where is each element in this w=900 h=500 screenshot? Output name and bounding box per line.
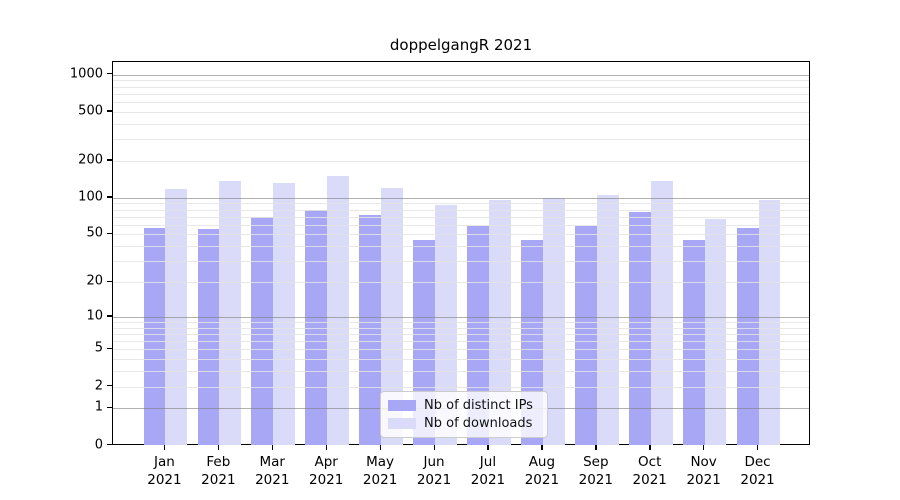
bar-downloads [327, 176, 349, 446]
bar-downloads [435, 204, 457, 446]
legend-swatch-downloads [388, 418, 416, 429]
x-tick-label: Feb 2021 [201, 453, 236, 488]
bar-downloads [381, 187, 403, 446]
x-tick [217, 444, 220, 450]
bar-distinct-ips [467, 225, 489, 446]
x-tick [541, 444, 543, 450]
x-tick-label: Jan 2021 [147, 453, 182, 488]
bar-downloads [650, 180, 673, 446]
bar-distinct-ips [143, 227, 166, 446]
x-tick [757, 444, 759, 450]
chart-title: doppelgangR 2021 [389, 36, 533, 54]
y-tick-label: 1 [94, 399, 103, 415]
bar-distinct-ips [251, 217, 274, 446]
y-tick-label: 10 [86, 308, 103, 324]
y-tick [107, 232, 112, 235]
x-tick-label: Jun 2021 [416, 453, 452, 488]
bar-downloads [219, 181, 242, 446]
y-tick-label: 1000 [69, 66, 103, 82]
x-tick-label: Dec 2021 [740, 453, 775, 488]
y-tick [107, 73, 112, 75]
bar-distinct-ips [197, 229, 220, 446]
x-tick [595, 444, 597, 450]
x-tick-label: Jul 2021 [470, 453, 506, 488]
y-tick [107, 159, 112, 161]
plot-area [112, 61, 810, 446]
bar-distinct-ips [682, 239, 705, 446]
y-tick-label: 500 [78, 103, 103, 119]
y-tick [107, 280, 112, 282]
legend-row-distinct-ips: Nb of distinct IPs [388, 398, 540, 413]
y-tick-label: 0 [94, 437, 103, 452]
chart-legend: Nb of distinct IPs Nb of downloads [380, 391, 548, 438]
x-tick-label: Mar 2021 [255, 453, 290, 488]
x-tick [433, 444, 435, 450]
x-tick [163, 444, 166, 450]
y-tick [107, 347, 112, 350]
y-tick-label: 2 [94, 378, 103, 394]
x-tick [379, 444, 381, 450]
bar-downloads [758, 200, 781, 446]
x-tick-label: May 2021 [362, 453, 398, 488]
x-tick-label: Nov 2021 [686, 453, 721, 488]
x-tick-label: Apr 2021 [309, 453, 344, 488]
legend-swatch-distinct-ips [388, 400, 416, 411]
x-tick [487, 444, 489, 450]
bar-downloads [542, 197, 565, 446]
y-tick-label: 5 [94, 340, 103, 356]
bar-downloads [704, 219, 727, 446]
bar-distinct-ips [628, 212, 651, 446]
bars-layer [113, 62, 809, 446]
bar-distinct-ips [305, 210, 328, 446]
y-tick [107, 315, 112, 317]
y-tick-label: 100 [78, 189, 103, 205]
y-tick [107, 110, 112, 112]
x-tick [703, 444, 705, 450]
y-tick-label: 20 [86, 273, 103, 289]
bar-downloads [273, 182, 296, 446]
bar-downloads [165, 188, 188, 446]
y-tick-label: 50 [86, 225, 103, 241]
bar-distinct-ips [736, 228, 759, 446]
y-tick [107, 406, 112, 409]
x-tick [325, 444, 327, 450]
x-tick [271, 444, 274, 450]
x-tick [649, 444, 651, 450]
x-tick-label: Sep 2021 [578, 453, 613, 488]
legend-label-downloads: Nb of downloads [424, 416, 533, 431]
legend-label-distinct-ips: Nb of distinct IPs [424, 398, 533, 413]
y-tick-label: 200 [78, 152, 103, 168]
x-tick-label: Oct 2021 [632, 453, 667, 488]
y-tick [107, 444, 112, 446]
y-tick [107, 385, 112, 387]
bar-downloads [596, 194, 619, 446]
bar-distinct-ips [359, 215, 382, 446]
bar-distinct-ips [575, 225, 597, 446]
legend-row-downloads: Nb of downloads [388, 416, 540, 431]
y-tick [107, 196, 112, 198]
x-tick-label: Aug 2021 [524, 453, 560, 488]
